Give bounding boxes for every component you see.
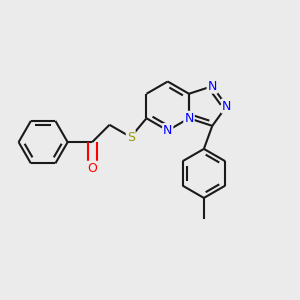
Text: N: N bbox=[222, 100, 231, 112]
Text: N: N bbox=[208, 80, 217, 93]
Text: N: N bbox=[163, 124, 172, 137]
Text: N: N bbox=[184, 112, 194, 125]
Text: S: S bbox=[127, 130, 135, 144]
Text: O: O bbox=[87, 162, 97, 175]
